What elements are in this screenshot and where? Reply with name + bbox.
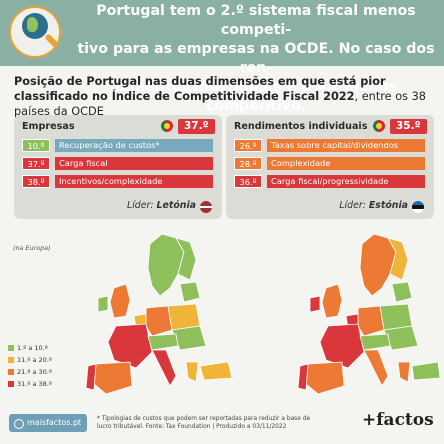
map-region-switzerland-austria <box>359 333 391 351</box>
row-label: Incentivos/complexidade <box>55 175 213 188</box>
panel-title: Rendimentos individuais <box>234 121 368 132</box>
europe-maps <box>85 233 441 395</box>
legend-item: 1.º a 10.º <box>8 343 48 353</box>
row-label: Carga fiscal <box>55 157 213 170</box>
brand-logo: +factos <box>362 410 434 430</box>
footnote-line-1: * Tipologias de custos que podem ser rep… <box>97 416 311 422</box>
map-region-portugal <box>297 363 309 391</box>
header-line-2: tivo para as empresas na OCDE. No caso d… <box>77 41 435 76</box>
map-region-turkey <box>199 361 233 381</box>
row-label: Carga fiscal/progressividade <box>267 175 425 188</box>
page-subtitle: Posição de Portugal nas duas dimensões e… <box>14 74 438 119</box>
leader-country: Letónia <box>156 200 196 211</box>
row-label: Recuperação de custos* <box>55 139 213 152</box>
map-region-finland <box>387 237 409 281</box>
map-region-switzerland-austria <box>147 333 179 351</box>
subtitle-bold: Posição de Portugal nas duas dimensões e… <box>14 75 386 103</box>
legend-swatch <box>8 369 14 375</box>
leader-label: Líder: Letónia <box>127 200 196 211</box>
leader-prefix: Líder: <box>339 200 366 211</box>
map-region-spain <box>93 361 133 395</box>
row-rank: 10.º <box>22 139 50 152</box>
map-rendimentos <box>297 233 441 395</box>
legend-label: 11.º a 20.º <box>17 356 52 364</box>
legend-item: 31.º a 38.º <box>8 379 52 389</box>
legend-swatch <box>8 381 14 387</box>
map-region-ireland <box>309 295 321 313</box>
map-region-uk <box>321 283 343 319</box>
header-line-3: dimentos individuais é o 4.º menos compe… <box>115 79 397 114</box>
legend-item: 11.º a 20.º <box>8 355 52 365</box>
map-region-france <box>319 323 365 369</box>
map-region-scandinavia <box>147 233 185 297</box>
overall-rank-badge: 37.º <box>178 119 215 134</box>
map-region-baltics <box>179 281 201 303</box>
map-region-italy <box>363 349 389 387</box>
panel-title: Empresas <box>22 121 75 132</box>
map-region-greece <box>397 361 411 383</box>
map-note: (na Europa) <box>13 244 51 252</box>
map-region-greece <box>185 361 199 383</box>
globe-icon <box>22 13 48 39</box>
map-region-germany <box>145 305 173 337</box>
map-region-portugal <box>85 363 97 391</box>
row-rank: 28.º <box>234 157 262 170</box>
map-region-germany <box>357 305 385 337</box>
map-region-poland <box>379 303 413 331</box>
map-empresas <box>85 233 233 395</box>
header-title: Portugal tem o 2.º sistema fiscal menos … <box>70 2 442 116</box>
map-region-turkey <box>411 361 441 381</box>
legend-label: 31.º a 38.º <box>17 380 52 388</box>
leader-label: Líder: Estónia <box>339 200 408 211</box>
map-region-baltics <box>391 281 413 303</box>
footnote: * Tipologias de custos que podem ser rep… <box>97 415 359 431</box>
map-region-ireland <box>97 295 109 313</box>
row-rank: 37.º <box>22 157 50 170</box>
row-rank: 26.º <box>234 139 262 152</box>
legend-label: 21.º a 30.º <box>17 368 52 376</box>
leader-country: Estónia <box>368 200 408 211</box>
website-link[interactable]: maisfactos.pt <box>9 414 87 432</box>
map-region-italy <box>151 349 177 387</box>
subtitle-normal: , entre os 38 países da OCDE <box>14 90 426 118</box>
map-region-spain <box>305 361 345 395</box>
latvia-flag-icon <box>200 201 212 213</box>
row-rank: 38.º <box>22 175 50 188</box>
map-region-poland <box>167 303 201 331</box>
footnote-line-2: lucro tributável. Fonte: Tax Foundation … <box>97 424 287 430</box>
legend-label: 1.º a 10.º <box>17 344 48 352</box>
panel-rendimentos: Rendimentos individuais 35.º 26.º Taxas … <box>226 115 434 219</box>
map-region-france <box>107 323 153 369</box>
row-label: Complexidade <box>267 157 425 170</box>
panel-empresas: Empresas 37.º 10.º Recuperação de custos… <box>14 115 222 219</box>
overall-rank-badge: 35.º <box>390 119 427 134</box>
legend-item: 21.º a 30.º <box>8 367 52 377</box>
header-banner: Portugal tem o 2.º sistema fiscal menos … <box>0 0 444 114</box>
portugal-flag-icon <box>373 120 385 132</box>
map-region-finland <box>175 237 197 281</box>
row-label: Taxas sobre capital/dividendos <box>267 139 425 152</box>
portugal-flag-icon <box>161 120 173 132</box>
legend-swatch <box>8 357 14 363</box>
header-line-1: Portugal tem o 2.º sistema fiscal menos … <box>96 3 416 38</box>
legend-swatch <box>8 345 14 351</box>
map-region-scandinavia <box>359 233 397 297</box>
row-rank: 36.º <box>234 175 262 188</box>
map-region-uk <box>109 283 131 319</box>
leader-prefix: Líder: <box>126 200 154 211</box>
estonia-flag-icon <box>412 201 424 213</box>
